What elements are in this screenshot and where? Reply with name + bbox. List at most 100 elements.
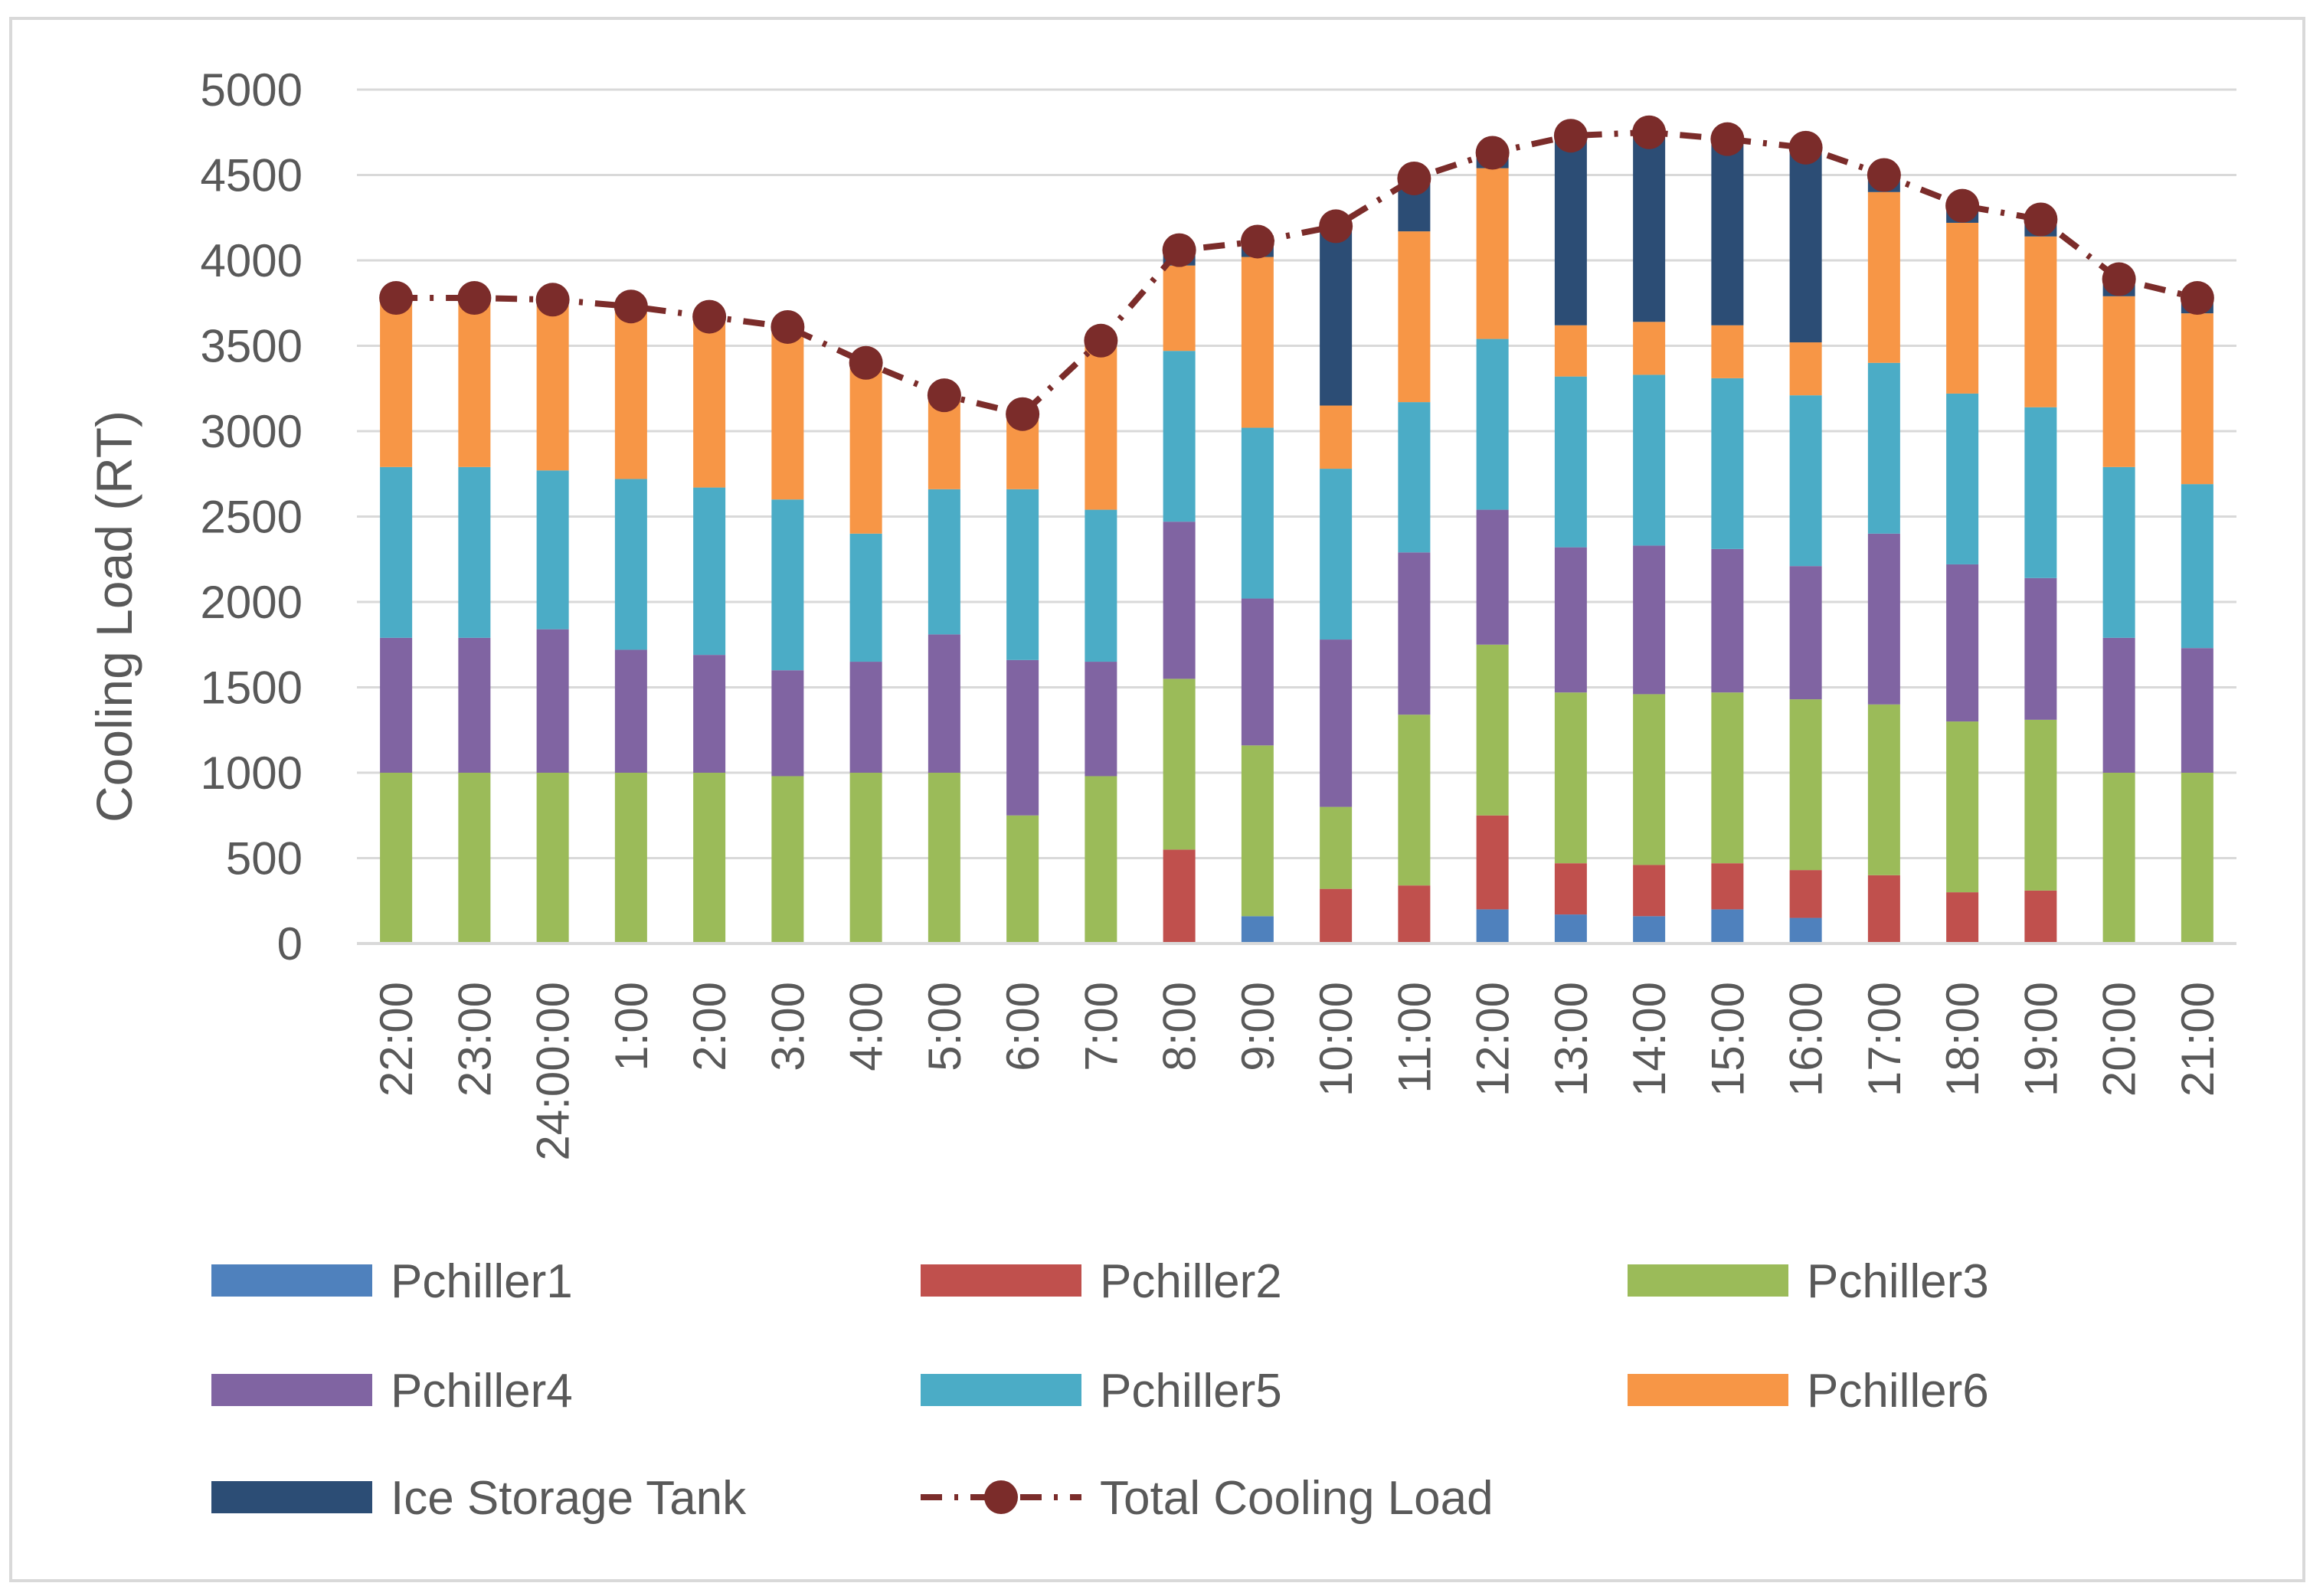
bar-pchiller3 — [1789, 699, 1822, 871]
total-cooling-load-point — [771, 309, 805, 344]
bar-pchiller6 — [693, 316, 726, 488]
bar-pchiller5 — [928, 489, 960, 635]
bar-pchiller3 — [849, 773, 882, 944]
total-cooling-load-point — [1553, 119, 1588, 153]
bar-pchiller3 — [2024, 719, 2057, 891]
bar-pchiller4 — [1554, 547, 1587, 693]
bar-pchiller4 — [1476, 509, 1509, 645]
total-cooling-load-point — [1710, 122, 1745, 156]
bar-pchiller5 — [380, 466, 413, 638]
y-tick-label: 1500 — [201, 662, 303, 714]
bar-pchiller6 — [1554, 325, 1587, 377]
bar-pchiller5 — [1867, 362, 1900, 534]
bar-pchiller3 — [1085, 776, 1117, 944]
y-tick-label: 4500 — [201, 150, 303, 201]
y-tick-label: 5000 — [201, 64, 303, 116]
bar-pchiller6 — [1241, 257, 1274, 428]
total-cooling-load-point — [1162, 233, 1196, 267]
bar-pchiller4 — [380, 637, 413, 773]
bar-pchiller6 — [1946, 222, 1979, 394]
bar-pchiller5 — [1085, 509, 1117, 662]
bar-pchiller5 — [1711, 378, 1744, 549]
x-tick-label: 16:00 — [1781, 982, 1832, 1097]
bar-pchiller2 — [1867, 875, 1900, 944]
bar-pchiller2 — [1554, 863, 1587, 915]
legend-label: Total Cooling Load — [1100, 1472, 1494, 1525]
total-cooling-load-point — [535, 283, 570, 317]
bar-pchiller4 — [1163, 522, 1196, 679]
bar-pchiller4 — [928, 634, 960, 773]
legend-label: Pchiller3 — [1807, 1255, 1989, 1308]
legend-item: Pchiller3 — [1628, 1255, 1989, 1308]
x-axis: 22:00 23:00 24:00:00 1:00 2:00 3:00 4:00 5:00 6:… — [357, 942, 2236, 1161]
bar-pchiller3 — [1946, 721, 1979, 893]
legend-item: Pchiller4 — [211, 1365, 573, 1418]
y-tick-label: 3500 — [201, 321, 303, 372]
gridlines — [357, 88, 2236, 859]
bar-pchiller1 — [1633, 916, 1666, 944]
x-tick-label: 13:00 — [1546, 982, 1597, 1097]
bar-pchiller2 — [1476, 815, 1509, 910]
bar-pchiller4 — [1633, 545, 1666, 695]
bar-pchiller2 — [1320, 888, 1353, 944]
legend: Pchiller1 Pchiller2 Pchiller3 Pchiller4 Pchi… — [211, 1255, 1989, 1525]
bar-pchiller6 — [2102, 296, 2135, 467]
legend-swatch — [211, 1264, 372, 1297]
bar-pchiller1 — [1789, 917, 1822, 944]
legend-item: Pchiller6 — [1628, 1365, 1989, 1418]
bar-pchiller3 — [536, 773, 569, 944]
bar-pchiller3 — [1711, 692, 1744, 864]
bar-pchiller4 — [1789, 566, 1822, 700]
bar-pchiller3 — [1006, 815, 1039, 944]
bar-pchiller1 — [1554, 914, 1587, 944]
bar-pchiller2 — [1789, 870, 1822, 918]
legend-label: Pchiller2 — [1100, 1255, 1282, 1308]
total-cooling-load-point — [1475, 136, 1510, 170]
bar-pchiller6 — [1476, 168, 1509, 339]
total-cooling-load-point — [1319, 209, 1353, 244]
x-tick-label: 10:00 — [1310, 982, 1362, 1097]
bar-pchiller6 — [1320, 405, 1353, 469]
bar-pchiller3 — [1476, 644, 1509, 816]
bar-pchiller3 — [1867, 704, 1900, 875]
bar-pchiller5 — [614, 479, 647, 650]
total-cooling-load-point — [2024, 202, 2058, 237]
total-cooling-load-point — [1397, 161, 1431, 195]
x-tick-label: 8:00 — [1154, 982, 1206, 1071]
total-cooling-load-point — [379, 281, 414, 316]
bar-pchiller4 — [771, 670, 804, 777]
bar-pchiller4 — [1241, 598, 1274, 746]
bar-pchiller5 — [2102, 466, 2135, 638]
bar-pchiller3 — [1241, 745, 1274, 917]
x-tick-label: 3:00 — [762, 982, 813, 1071]
y-tick-label: 500 — [226, 833, 303, 885]
bar-pchiller6 — [1711, 325, 1744, 378]
bar-ice-storage-tank — [1711, 137, 1744, 325]
legend-swatch — [921, 1264, 1081, 1297]
bar-pchiller3 — [771, 776, 804, 944]
bar-pchiller3 — [380, 773, 413, 944]
bar-pchiller4 — [1867, 533, 1900, 705]
bar-pchiller5 — [1633, 374, 1666, 546]
legend-swatch — [211, 1481, 372, 1513]
x-tick-label: 17:00 — [1859, 982, 1910, 1097]
bar-pchiller4 — [1398, 552, 1431, 715]
bar-pchiller4 — [2181, 648, 2213, 773]
bar-pchiller4 — [1085, 662, 1117, 777]
x-tick-label: 7:00 — [1075, 982, 1127, 1071]
bar-pchiller3 — [1163, 679, 1196, 850]
bar-pchiller1 — [1476, 909, 1509, 944]
bar-pchiller4 — [849, 662, 882, 773]
bar-pchiller5 — [1163, 351, 1196, 522]
bar-pchiller4 — [1320, 639, 1353, 807]
bar-pchiller1 — [1241, 916, 1274, 944]
bar-pchiller3 — [2102, 773, 2135, 944]
bar-pchiller6 — [1163, 265, 1196, 352]
legend-swatch — [211, 1374, 372, 1406]
y-tick-label: 2000 — [201, 577, 303, 628]
bar-pchiller5 — [1006, 489, 1039, 660]
bar-pchiller6 — [1867, 191, 1900, 363]
bar-pchiller4 — [1006, 659, 1039, 816]
bar-pchiller6 — [1398, 231, 1431, 403]
